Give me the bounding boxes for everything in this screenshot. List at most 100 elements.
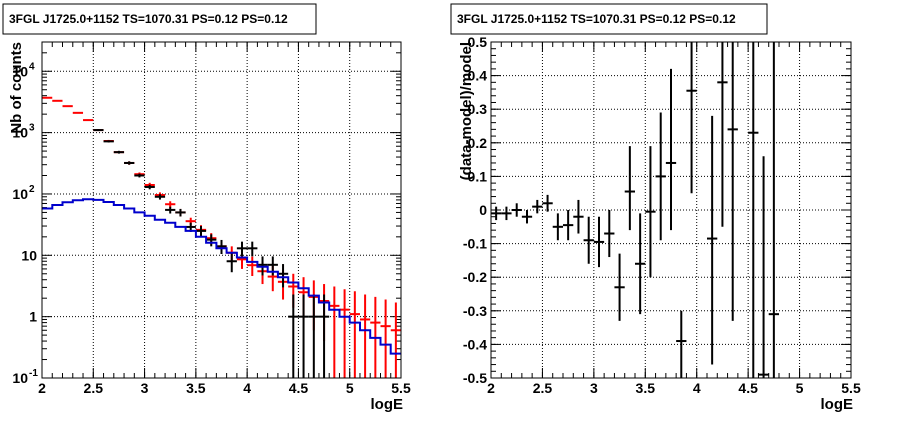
data-point [380,299,391,378]
x-tick-label: 5 [796,380,804,396]
data-point [665,68,677,231]
data-point [113,150,125,154]
data-point [583,216,594,264]
y-tick-label: -0.1 [463,236,487,252]
right-plot-frame [490,41,852,379]
data-point [552,213,563,241]
data-point [390,302,401,378]
y-tick-exponent: 4 [29,61,35,72]
data-point [655,112,666,241]
data-point [195,226,207,237]
x-tick-label: 5 [346,380,354,396]
y-tick-label: 0.5 [468,34,488,50]
y-tick-exponent: 3 [29,123,35,134]
data-point [62,105,73,108]
data-point [521,210,533,224]
data-point [124,161,135,165]
x-tick-label: 5.5 [391,380,411,396]
x-tick-label: 5.5 [841,380,861,396]
data-point [359,294,371,378]
data-point [236,241,248,257]
y-tick-label: 0.2 [468,135,488,151]
data-point [593,216,605,268]
data-point [288,294,299,378]
data-point [542,194,553,212]
right-x-axis-title: logE [821,396,854,413]
x-tick-label: 2.5 [533,380,553,396]
data-point [686,42,697,194]
left-plot-frame [41,41,402,379]
x-tick-label: 4 [693,380,701,396]
right-chart-title: 3FGL J1725.0+1152 TS=1070.31 PS=0.12 PS=… [457,12,736,26]
data-point [247,241,258,257]
data-point [748,42,759,378]
data-point [604,210,615,258]
data-point [72,111,84,114]
data-point [532,199,543,214]
data-point [511,203,522,217]
y-tick-label: -0.5 [463,370,487,386]
y-tick-label: 10 [12,370,28,386]
y-tick-exponent: -1 [29,368,38,379]
data-point [83,119,94,122]
data-point [216,239,227,255]
x-tick-label: 3 [590,380,598,396]
left-panel: 3FGL J1725.0+1152 TS=1070.31 PS=0.12 PS=… [2,3,411,413]
right-title-box [450,3,768,35]
data-point [144,184,155,190]
left-grid [42,42,401,378]
x-tick-label: 4 [243,380,251,396]
right-x-tick-labels: 2 2.5 3 3.5 4 4.5 5 5.5 [487,380,861,396]
y-tick-label: -0.3 [463,303,487,319]
data-point [573,199,584,234]
data-point [247,256,258,276]
data-point [339,289,350,378]
y-tick-label: 10 [12,63,28,79]
data-point [624,146,635,231]
left-y-axis-title: Nb of counts [8,42,25,134]
data-point [165,206,176,214]
x-tick-label: 3.5 [636,380,656,396]
right-y-tick-labels: -0.5 -0.4 -0.3 -0.2 -0.1 0 0.1 0.2 0.3 0.4 0.5 [463,34,487,386]
data-point [758,156,769,378]
x-tick-label: 4.5 [738,380,758,396]
model-step-line [42,198,401,355]
data-point [42,96,53,99]
data-point [298,294,309,378]
data-point [206,234,217,247]
right-data-marks [491,42,779,378]
data-point [501,206,512,221]
data-point [676,310,687,378]
y-tick-label: 10 [12,186,28,202]
y-tick-label: 0.4 [468,68,488,84]
left-x-tick-labels: 2 2.5 3 3.5 4 4.5 5 5.5 [38,380,411,396]
x-tick-label: 3.5 [186,380,206,396]
data-point [103,140,114,143]
data-point [349,291,360,378]
data-point [614,253,625,321]
y-tick-exponent: 2 [29,184,35,195]
data-point [768,42,779,378]
data-point [154,194,166,200]
x-tick-label: 2 [38,380,46,396]
data-point [727,42,738,321]
y-tick-label: 10 [12,125,28,141]
left-chart-title: 3FGL J1725.0+1152 TS=1070.31 PS=0.12 PS=… [9,12,288,26]
left-title-box [2,3,317,35]
x-tick-label: 3 [141,380,149,396]
y-tick-label: -0.4 [463,336,487,352]
data-point [707,115,718,365]
left-ticks [41,42,402,379]
y-tick-label: -0.2 [463,269,487,285]
x-tick-label: 2.5 [84,380,104,396]
data-point [308,294,319,378]
left-data-marks [42,96,401,378]
data-point [226,252,237,273]
data-point [52,99,63,102]
x-tick-label: 4.5 [289,380,309,396]
data-point [318,294,330,378]
data-point [277,264,289,288]
data-point [491,206,502,221]
